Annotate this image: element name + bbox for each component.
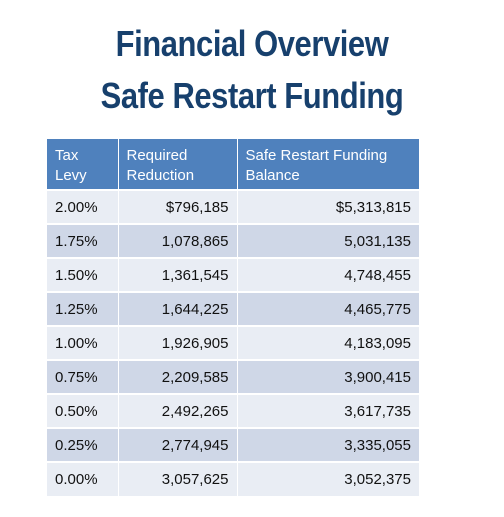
header-tax-levy-line1: Tax (55, 147, 79, 164)
header-required-reduction: Required Reduction (118, 139, 238, 190)
funding-table: Tax Levy Required Reduction Safe Restart… (47, 139, 419, 496)
required-reduction-cell: 1,644,225 (118, 291, 238, 326)
required-reduction-cell: $796,185 (118, 189, 238, 224)
tax-levy-cell: 0.75% (47, 359, 119, 394)
table-row: 2.00% $796,185 $5,313,815 (47, 189, 419, 224)
header-required-reduction-line1: Required (126, 147, 188, 164)
required-reduction-cell: 3,057,625 (118, 461, 238, 496)
header-funding-balance-line2: Balance (245, 167, 300, 184)
tax-levy-cell: 0.50% (47, 393, 119, 428)
header-tax-levy: Tax Levy (47, 139, 119, 190)
table-row: 1.25% 1,644,225 4,465,775 (47, 291, 419, 326)
table-row: 1.75% 1,078,865 5,031,135 (47, 223, 419, 258)
table-row: 1.00% 1,926,905 4,183,095 (47, 325, 419, 360)
required-reduction-cell: 2,492,265 (118, 393, 238, 428)
funding-balance-cell: 3,900,415 (237, 359, 419, 394)
funding-balance-cell: $5,313,815 (237, 189, 419, 224)
table-header: Tax Levy Required Reduction Safe Restart… (47, 139, 419, 190)
table-row: 0.50% 2,492,265 3,617,735 (47, 393, 419, 428)
funding-balance-cell: 3,617,735 (237, 393, 419, 428)
title-line-1: Financial Overview (115, 23, 389, 64)
tax-levy-cell: 0.00% (47, 461, 119, 496)
header-row: Tax Levy Required Reduction Safe Restart… (47, 139, 419, 190)
tax-levy-cell: 1.50% (47, 257, 119, 292)
tax-levy-cell: 1.00% (47, 325, 119, 360)
table-body: 2.00% $796,185 $5,313,815 1.75% 1,078,86… (47, 189, 419, 496)
funding-balance-cell: 3,052,375 (237, 461, 419, 496)
header-tax-levy-line2: Levy (55, 167, 87, 184)
required-reduction-cell: 1,361,545 (118, 257, 238, 292)
tax-levy-cell: 0.25% (47, 427, 119, 462)
table-row: 0.25% 2,774,945 3,335,055 (47, 427, 419, 462)
tax-levy-cell: 2.00% (47, 189, 119, 224)
funding-balance-cell: 4,183,095 (237, 325, 419, 360)
required-reduction-cell: 2,774,945 (118, 427, 238, 462)
funding-balance-cell: 5,031,135 (237, 223, 419, 258)
table-row: 1.50% 1,361,545 4,748,455 (47, 257, 419, 292)
header-required-reduction-line2: Reduction (126, 167, 195, 184)
page-title: Financial Overview Safe Restart Funding (0, 18, 504, 122)
tax-levy-cell: 1.25% (47, 291, 119, 326)
required-reduction-cell: 2,209,585 (118, 359, 238, 394)
funding-balance-cell: 4,465,775 (237, 291, 419, 326)
required-reduction-cell: 1,926,905 (118, 325, 238, 360)
table-row: 0.00% 3,057,625 3,052,375 (47, 461, 419, 496)
funding-balance-cell: 4,748,455 (237, 257, 419, 292)
header-funding-balance: Safe Restart Funding Balance (237, 139, 419, 190)
table-row: 0.75% 2,209,585 3,900,415 (47, 359, 419, 394)
required-reduction-cell: 1,078,865 (118, 223, 238, 258)
header-funding-balance-line1: Safe Restart Funding (245, 147, 388, 164)
funding-balance-cell: 3,335,055 (237, 427, 419, 462)
title-line-2: Safe Restart Funding (100, 75, 404, 116)
tax-levy-cell: 1.75% (47, 223, 119, 258)
